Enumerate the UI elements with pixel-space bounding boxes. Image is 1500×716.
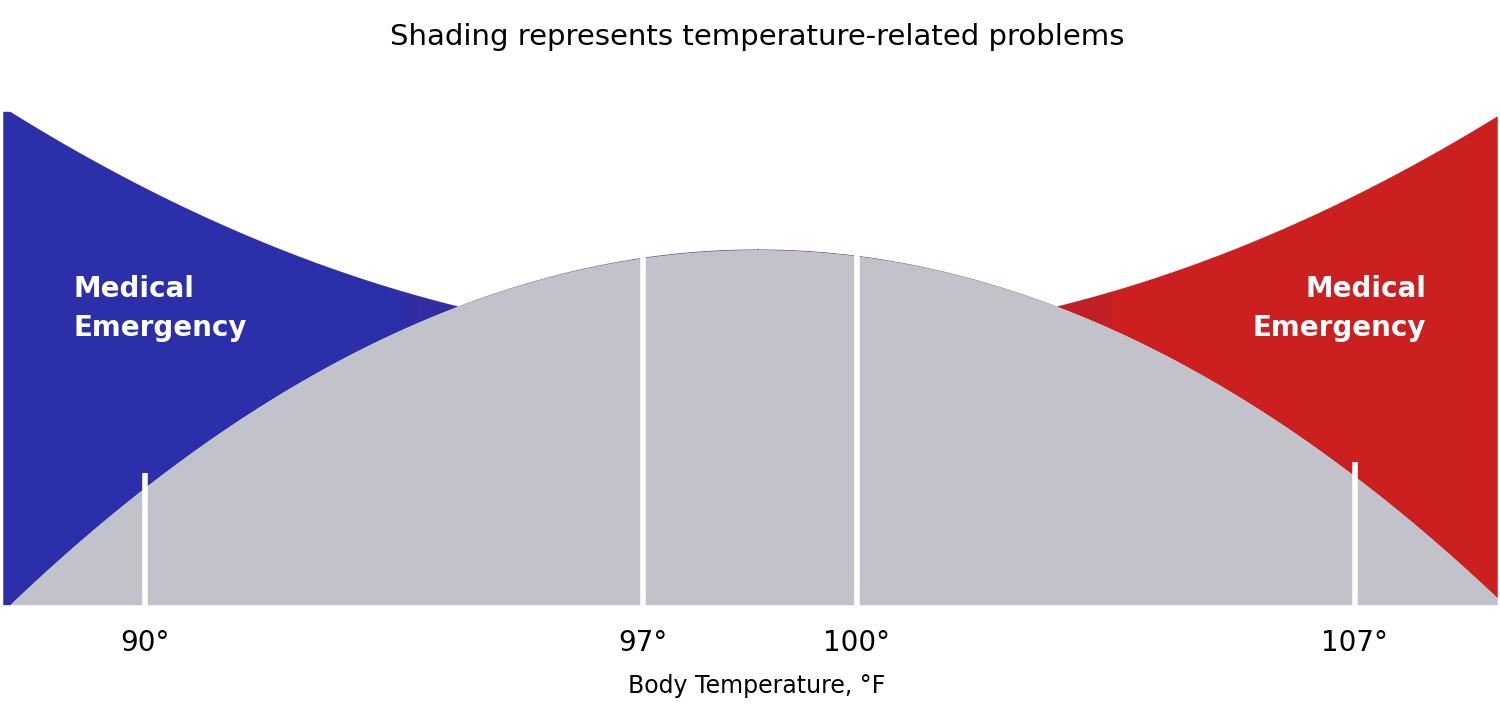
Text: Body Temperature, °F: Body Temperature, °F: [628, 674, 885, 698]
Text: 90°: 90°: [120, 629, 170, 657]
Text: 97°: 97°: [618, 629, 668, 657]
Text: 98.6°: 98.6°: [710, 275, 804, 309]
Text: Shading represents temperature-related problems: Shading represents temperature-related p…: [390, 22, 1125, 51]
Text: Medical
Emergency: Medical Emergency: [74, 275, 248, 342]
Text: Medical
Emergency: Medical Emergency: [1252, 275, 1426, 342]
Text: 100°: 100°: [824, 629, 890, 657]
Text: 107°: 107°: [1322, 629, 1389, 657]
